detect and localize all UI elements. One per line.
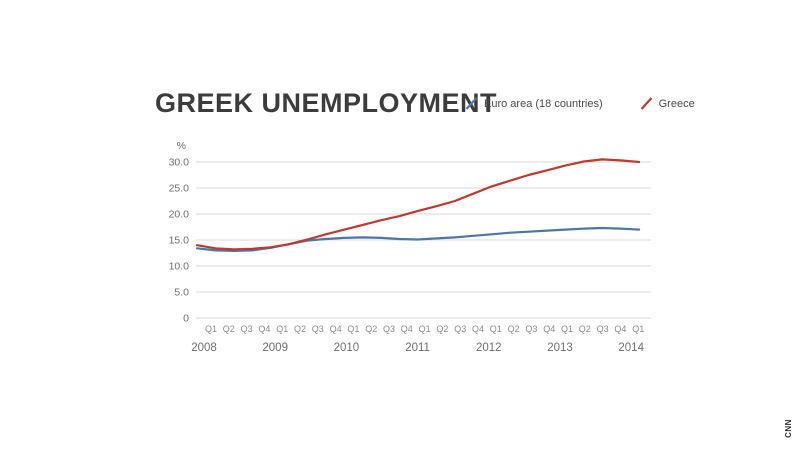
y-axis-tick-label: 5.0 [174, 287, 189, 299]
x-axis-quarter-label: Q4 [614, 324, 626, 334]
x-axis-quarter-label: Q1 [276, 324, 288, 334]
x-axis-quarter-label: Q2 [294, 324, 306, 334]
x-axis-year-label: 2008 [191, 342, 217, 354]
x-axis-year-label: 2014 [618, 342, 644, 354]
x-axis-quarter-label: Q3 [241, 324, 253, 334]
y-axis-tick-label: 0 [183, 313, 189, 325]
x-axis-quarter-label: Q1 [561, 324, 573, 334]
x-axis-quarter-label: Q2 [436, 324, 448, 334]
x-axis-quarter-label: Q3 [597, 324, 609, 334]
title-row: GREEK UNEMPLOYMENT [155, 88, 497, 119]
x-axis-year-label: 2012 [476, 342, 502, 354]
x-axis-quarter-label: Q3 [312, 324, 324, 334]
y-axis-unit-label: % [177, 140, 186, 152]
y-axis-tick-label: 10.0 [169, 261, 190, 273]
y-axis-tick-label: 20.0 [169, 209, 190, 221]
legend-item-greece: Greece [639, 96, 695, 111]
x-axis-quarter-label: Q1 [419, 324, 431, 334]
x-axis-quarter-label: Q3 [383, 324, 395, 334]
x-axis-quarter-label: Q2 [579, 324, 591, 334]
x-axis-quarter-label: Q1 [490, 324, 502, 334]
legend-label: Euro area (18 countries) [484, 97, 603, 110]
legend-slash-icon-blue [465, 97, 478, 110]
cnn-watermark: CNN [784, 419, 794, 438]
x-axis-quarter-label: Q4 [330, 324, 342, 334]
y-axis-tick-label: 25.0 [169, 183, 190, 195]
x-axis-quarter-label: Q4 [543, 324, 555, 334]
legend-slash-icon-red [640, 97, 652, 110]
x-axis-quarter-label: Q1 [632, 324, 644, 334]
line-series-greece [195, 158, 641, 251]
x-axis-year-label: 2013 [547, 342, 573, 354]
x-axis-year-label: 2009 [262, 342, 288, 354]
x-axis-quarter-label: Q4 [401, 324, 413, 334]
y-axis-tick-label: 15.0 [169, 235, 190, 247]
chart-legend: Euro area (18 countries) Greece [464, 96, 695, 111]
x-axis-quarter-label: Q3 [454, 324, 466, 334]
x-axis-quarter-label: Q2 [508, 324, 520, 334]
x-axis-quarter-label: Q1 [205, 324, 217, 334]
legend-item-euro-area: Euro area (18 countries) [464, 96, 603, 111]
x-axis-year-label: 2011 [405, 342, 430, 354]
page-title: GREEK UNEMPLOYMENT [155, 88, 498, 118]
x-axis-quarter-label: Q2 [365, 324, 377, 334]
legend-label: Greece [658, 97, 695, 110]
x-axis-year-label: 2010 [334, 342, 360, 354]
x-axis-quarter-label: Q4 [472, 324, 484, 334]
x-axis-quarter-label: Q1 [347, 324, 359, 334]
x-axis-quarter-label: Q3 [525, 324, 537, 334]
y-axis-tick-label: 30.0 [169, 157, 190, 169]
x-axis-quarter-label: Q2 [223, 324, 235, 334]
x-axis-quarter-label: Q4 [258, 324, 270, 334]
